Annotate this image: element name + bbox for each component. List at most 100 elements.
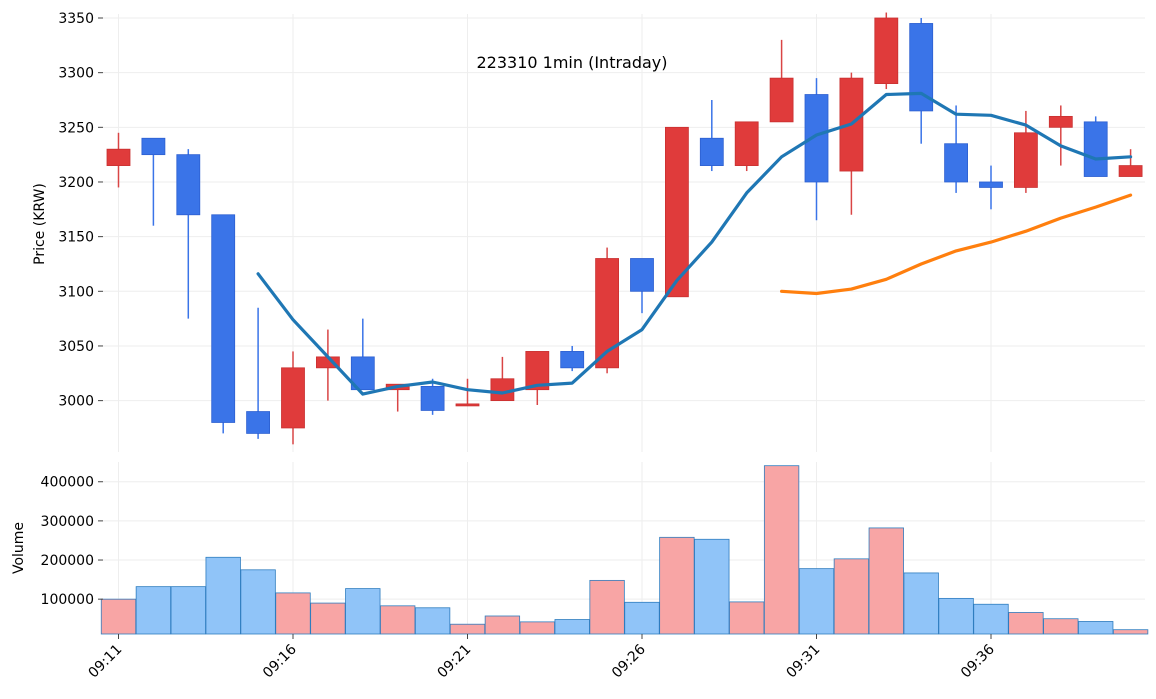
- x-tick-label: 09:21: [434, 642, 474, 682]
- x-tick-label: 09:31: [783, 642, 823, 682]
- volume-bar: [1008, 612, 1044, 635]
- volume-bar: [938, 597, 974, 635]
- volume-bar: [240, 569, 276, 635]
- candle: [979, 165, 1003, 210]
- candle-body: [211, 214, 236, 423]
- candle-body: [420, 386, 445, 411]
- candle-body: [281, 367, 305, 429]
- volume-bar: [798, 568, 835, 635]
- volume-bar: [519, 621, 555, 635]
- candle-body: [525, 351, 550, 391]
- volume-bar: [694, 538, 730, 635]
- candle: [734, 121, 759, 172]
- price-tick-label: 3050: [58, 339, 94, 355]
- volume-y-ticks: 100000 200000 300000 400000: [41, 475, 103, 608]
- ma-line-ma20: [779, 193, 1133, 296]
- volume-bar: [973, 603, 1009, 635]
- volume-bar: [170, 586, 206, 635]
- volume-bar: [833, 558, 870, 635]
- ma-line-ma5: [256, 91, 1133, 396]
- candle-body: [909, 23, 934, 112]
- volume-bar: [903, 572, 939, 635]
- volume-bar: [624, 601, 660, 635]
- candle-body: [665, 126, 689, 298]
- volume-tick-label: 200000: [41, 553, 94, 569]
- price-tick-label: 3000: [58, 394, 94, 410]
- volume-bar: [1112, 629, 1149, 635]
- price-tick-label: 3300: [58, 66, 94, 82]
- candle-body: [141, 137, 166, 156]
- volume-bar: [554, 619, 590, 635]
- candle: [1048, 105, 1073, 166]
- moving-average-lines: [256, 91, 1133, 396]
- volume-bar: [345, 588, 381, 635]
- volume-tick-label: 400000: [41, 475, 94, 491]
- x-ticks: 09:11 09:16 09:21 09:26 09:31 09:36: [85, 634, 998, 682]
- candles: [106, 12, 1143, 445]
- candle: [420, 378, 445, 415]
- candle-body: [1083, 121, 1108, 177]
- candle: [839, 72, 864, 215]
- x-tick-label: 09:36: [958, 641, 998, 681]
- volume-bar: [1078, 621, 1114, 635]
- candle-body: [804, 94, 829, 183]
- volume-axis-label: Volume: [11, 522, 27, 574]
- volume-bar: [1043, 618, 1079, 635]
- volume-bar: [449, 623, 486, 635]
- x-tick-label: 09:26: [609, 641, 649, 681]
- volume-bar: [380, 605, 416, 635]
- candle: [874, 12, 899, 90]
- volume-bar: [275, 592, 311, 635]
- candle-body: [176, 154, 201, 216]
- candle-body: [1048, 115, 1073, 128]
- volume-tick-label: 100000: [41, 592, 94, 608]
- volume-bar: [484, 615, 521, 635]
- candle: [106, 132, 131, 188]
- price-y-ticks: 3000 3050 3100 3150 3200 3250 3300 3350: [58, 11, 103, 410]
- x-tick-label: 09:16: [260, 641, 300, 681]
- candle: [804, 78, 829, 221]
- x-tick-label: 09:11: [85, 642, 125, 682]
- candle-body: [944, 143, 968, 183]
- volume-bar: [659, 536, 695, 635]
- price-tick-label: 3250: [58, 120, 94, 136]
- chart-title: 223310 1min (Intraday): [476, 53, 667, 72]
- candle-body: [350, 356, 375, 391]
- volume-tick-label: 300000: [41, 514, 94, 530]
- volume-bar: [205, 556, 241, 635]
- volume-bar: [589, 579, 625, 635]
- candle: [1118, 149, 1143, 177]
- price-tick-label: 3350: [58, 11, 94, 27]
- price-axis-label: Price (KRW): [32, 183, 48, 265]
- candle: [630, 258, 654, 314]
- volume-bar: [100, 598, 137, 635]
- candle: [1083, 116, 1108, 177]
- candle: [560, 345, 585, 372]
- candle: [909, 18, 934, 144]
- candle-body: [874, 17, 899, 84]
- candle: [281, 351, 305, 445]
- candle-body: [699, 137, 724, 166]
- price-tick-label: 3200: [58, 175, 94, 191]
- candle-body: [630, 258, 654, 292]
- candle-body: [595, 258, 619, 369]
- volume-bar: [310, 602, 346, 635]
- candle: [665, 126, 689, 298]
- volume-bar: [414, 607, 451, 635]
- candle-body: [1118, 165, 1143, 177]
- volume-bar: [868, 527, 904, 635]
- candle: [141, 137, 166, 226]
- candle: [211, 214, 236, 434]
- candle-body: [734, 121, 759, 166]
- candle-body: [560, 351, 585, 369]
- candle: [769, 39, 794, 123]
- candle: [525, 351, 550, 405]
- candle: [246, 307, 271, 439]
- candle: [699, 99, 724, 172]
- candle: [176, 149, 201, 319]
- price-tick-label: 3100: [58, 284, 94, 300]
- candle: [455, 378, 480, 407]
- price-tick-label: 3150: [58, 230, 94, 246]
- candle-body: [1014, 132, 1038, 188]
